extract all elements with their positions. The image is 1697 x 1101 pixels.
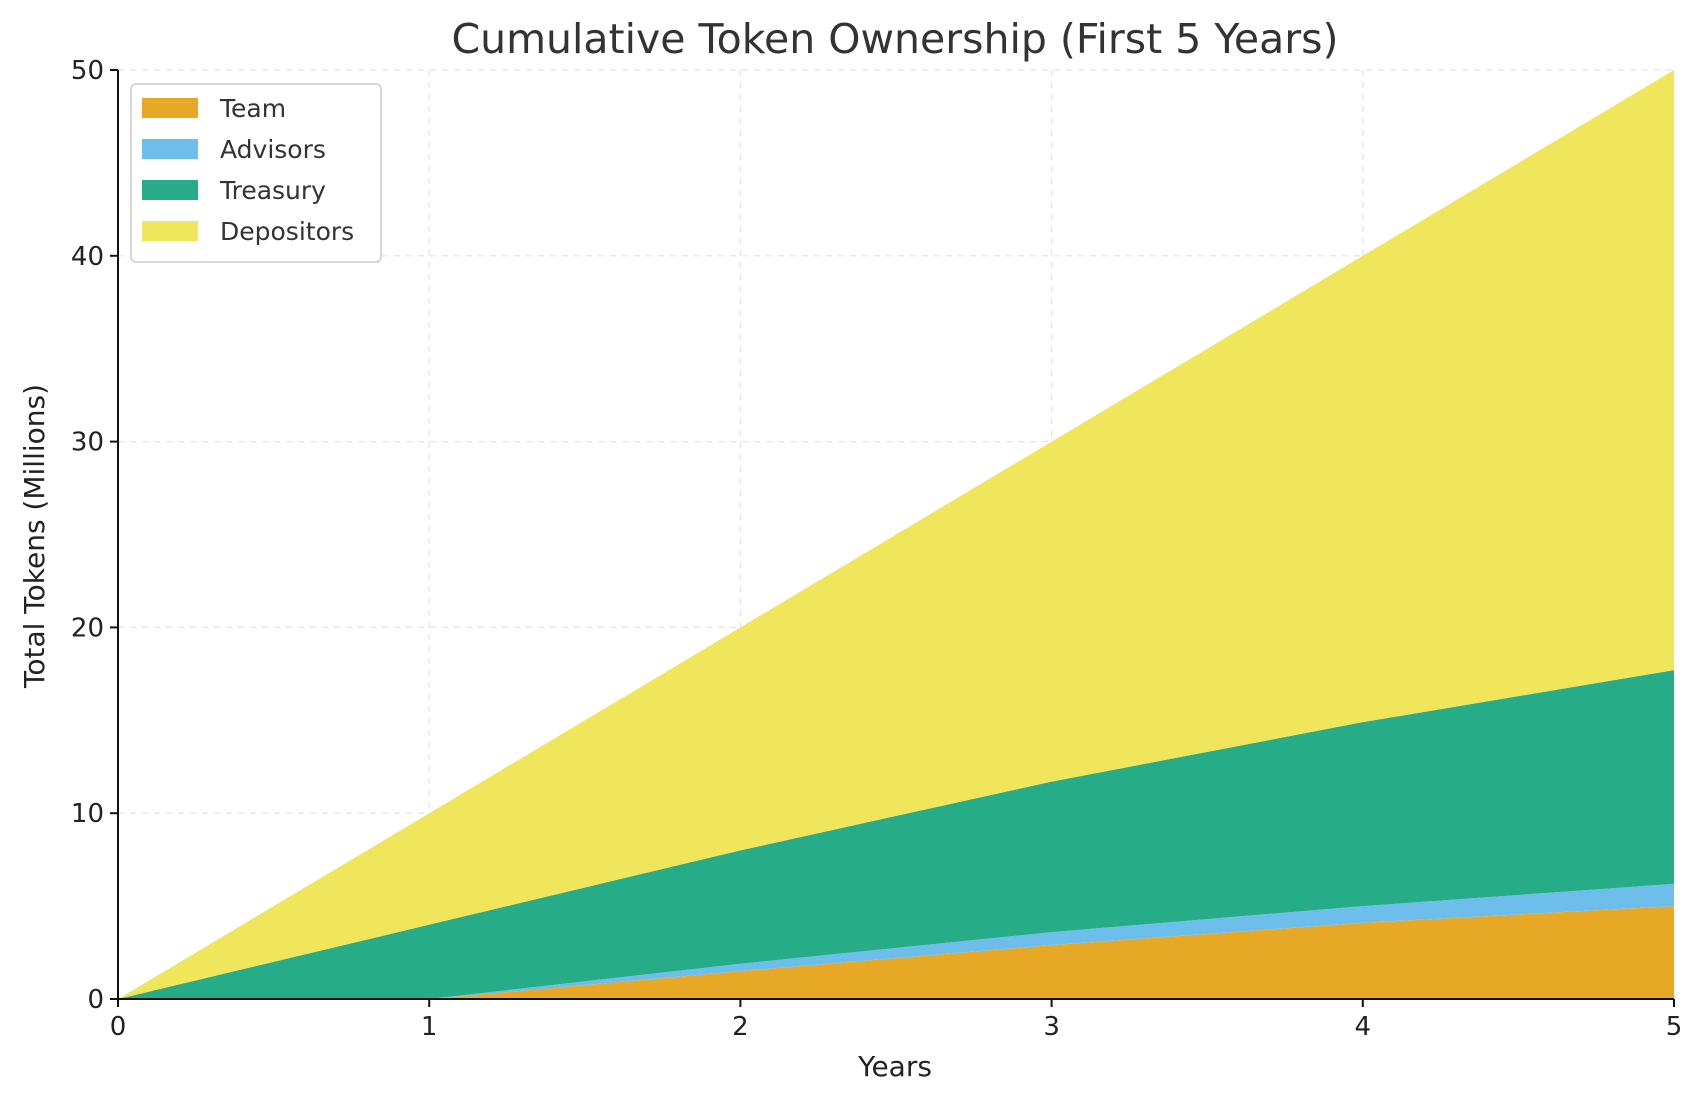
legend-swatch-team bbox=[142, 98, 198, 118]
x-tick-label: 0 bbox=[110, 1012, 127, 1042]
legend-label-advisors: Advisors bbox=[220, 135, 326, 164]
x-tick-label: 2 bbox=[732, 1012, 749, 1042]
y-tick-label: 50 bbox=[71, 56, 104, 86]
y-axis-title: Total Tokens (Millions) bbox=[18, 384, 51, 689]
y-tick-label: 30 bbox=[71, 428, 104, 458]
legend-swatch-depositors bbox=[142, 221, 198, 241]
area-depositors bbox=[118, 70, 1674, 999]
legend-items: Team Advisors Treasury Depositors bbox=[142, 94, 354, 246]
x-tick-label: 4 bbox=[1355, 1012, 1372, 1042]
axes bbox=[117, 70, 1674, 1000]
legend-frame bbox=[130, 83, 382, 263]
area-series bbox=[118, 70, 1674, 999]
x-axis-title: Years bbox=[857, 1050, 932, 1083]
legend-label-depositors: Depositors bbox=[220, 217, 354, 246]
y-tick-label: 10 bbox=[71, 799, 104, 829]
area-team bbox=[118, 906, 1674, 999]
chart-title: Cumulative Token Ownership (First 5 Year… bbox=[452, 15, 1339, 63]
y-tick-label: 40 bbox=[71, 242, 104, 272]
legend-swatch-treasury bbox=[142, 180, 198, 200]
x-tick-label: 1 bbox=[421, 1012, 438, 1042]
y-tick-label: 0 bbox=[87, 985, 104, 1015]
y-tick-label: 20 bbox=[71, 613, 104, 643]
x-tick-label: 3 bbox=[1043, 1012, 1060, 1042]
area-advisors bbox=[118, 883, 1674, 999]
legend-label-team: Team bbox=[219, 94, 286, 123]
legend-swatch-advisors bbox=[142, 139, 198, 159]
area-treasury bbox=[118, 670, 1674, 999]
legend-label-treasury: Treasury bbox=[219, 176, 326, 205]
legend: Team Advisors Treasury Depositors bbox=[130, 83, 382, 263]
x-tick-label: 5 bbox=[1666, 1012, 1683, 1042]
